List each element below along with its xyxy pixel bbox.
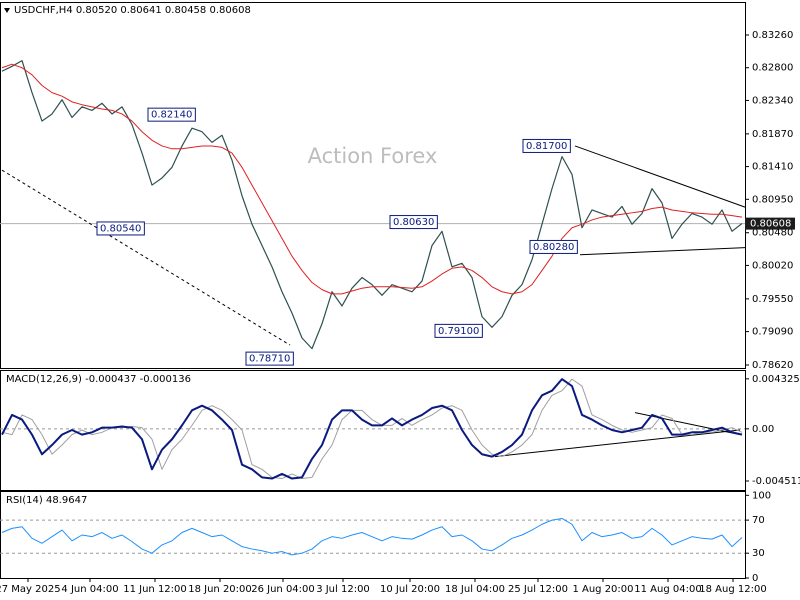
x-tick-label: 26 Jun 04:00 bbox=[251, 584, 315, 595]
x-tick-label: 11 Jun 12:00 bbox=[123, 584, 187, 595]
y-tick-label: -0.004511 bbox=[752, 476, 800, 487]
price-label-box bbox=[96, 221, 145, 236]
y-tick-label: 0.81410 bbox=[752, 162, 793, 173]
price-panel bbox=[0, 2, 746, 369]
menu-arrow bbox=[4, 8, 10, 13]
series-line bbox=[1, 60, 743, 350]
last-price-label: 0.80608 bbox=[750, 219, 791, 230]
series-line bbox=[1, 517, 743, 556]
y-tick-label: 0.80480 bbox=[752, 228, 793, 239]
price-label-box bbox=[389, 215, 438, 230]
trend-line bbox=[494, 429, 741, 458]
price-label-box bbox=[522, 138, 571, 153]
x-tick-label: 25 Jul 12:00 bbox=[508, 584, 568, 595]
trend-line bbox=[634, 412, 741, 436]
y-tick-label: 0.82340 bbox=[752, 95, 793, 106]
x-tick-label: 10 Jul 20:00 bbox=[380, 584, 440, 595]
watermark: Action Forex bbox=[308, 144, 438, 168]
price-label: 0.82140 bbox=[151, 110, 192, 121]
panel-title: MACD(12,26,9) -0.000437 -0.000136 bbox=[6, 374, 191, 385]
series-line bbox=[1, 378, 743, 480]
y-tick-label: 0.81870 bbox=[752, 129, 793, 140]
price-label: 0.78710 bbox=[249, 354, 290, 365]
macd-panel bbox=[0, 370, 746, 491]
y-tick-label: 0.79090 bbox=[752, 327, 793, 338]
y-tick-label: 0.004325 bbox=[752, 374, 800, 385]
y-tick-label: 0 bbox=[752, 573, 758, 584]
price-label-box bbox=[245, 351, 294, 366]
last-price-box bbox=[745, 217, 795, 230]
y-tick-label: 0.80020 bbox=[752, 260, 793, 271]
x-tick-label: 4 Jun 04:00 bbox=[61, 584, 118, 595]
price-label: 0.80280 bbox=[533, 242, 574, 253]
y-tick-label: 0.78620 bbox=[752, 360, 793, 371]
panel-title: USDCHF,H4 0.80520 0.80641 0.80458 0.8060… bbox=[14, 5, 251, 16]
y-tick-label: 0.83260 bbox=[752, 30, 793, 41]
y-tick-label: 30 bbox=[752, 548, 765, 559]
rsi-panel bbox=[0, 491, 746, 579]
x-tick-label: 1 Aug 20:00 bbox=[572, 584, 633, 595]
x-tick-label: 3 Jul 12:00 bbox=[316, 584, 370, 595]
price-label: 0.80630 bbox=[393, 217, 434, 228]
price-label: 0.79100 bbox=[438, 326, 479, 337]
trend-line bbox=[579, 247, 746, 256]
x-tick-label: 18 Jun 20:00 bbox=[188, 584, 252, 595]
x-tick-label: 11 Aug 04:00 bbox=[634, 584, 701, 595]
price-label-box bbox=[529, 239, 578, 254]
x-tick-label: 27 May 2025 bbox=[0, 584, 61, 595]
x-tick-label: 18 Aug 12:00 bbox=[699, 584, 766, 595]
y-tick-label: 0.00 bbox=[752, 424, 774, 435]
y-tick-label: 70 bbox=[752, 515, 765, 526]
trend-line bbox=[1, 169, 291, 346]
trend-line bbox=[574, 145, 746, 208]
y-tick-label: 100 bbox=[752, 490, 771, 501]
panel-title: RSI(14) 48.9647 bbox=[6, 495, 87, 506]
price-label: 0.81700 bbox=[526, 141, 567, 152]
y-tick-label: 0.82800 bbox=[752, 63, 793, 74]
price-label-box bbox=[434, 323, 483, 338]
price-label: 0.80540 bbox=[100, 223, 141, 234]
series-line bbox=[1, 63, 743, 295]
y-tick-label: 0.80950 bbox=[752, 194, 793, 205]
price-label-box bbox=[147, 107, 196, 122]
x-tick-label: 18 Jul 04:00 bbox=[445, 584, 505, 595]
y-tick-label: 0.79550 bbox=[752, 294, 793, 305]
